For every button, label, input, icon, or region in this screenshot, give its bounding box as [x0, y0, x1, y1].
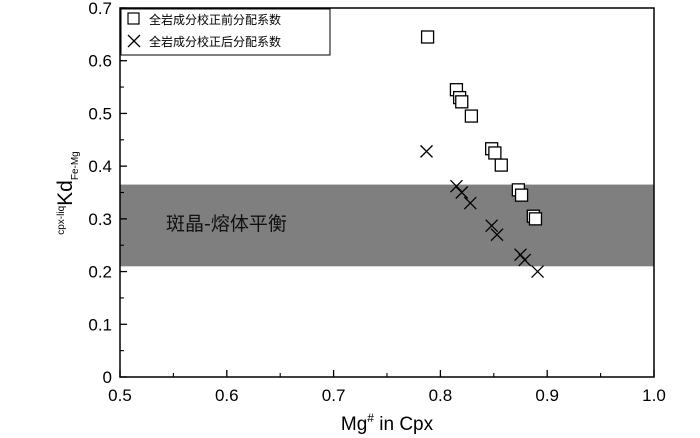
point-after-correction [490, 228, 504, 242]
point-before-correction [488, 146, 502, 160]
x-axis-title: Mg# in Cpx [341, 411, 434, 435]
y-tick-label: 0.2 [88, 263, 112, 282]
point-after-correction [455, 186, 469, 199]
point-before-correction [420, 30, 435, 44]
legend-box [120, 8, 331, 56]
x-tick-label: 0.6 [215, 386, 239, 405]
band-label: 斑晶-熔体平衡 [166, 213, 287, 235]
y-tick-label: 0.7 [88, 0, 112, 18]
x-tick-label: 0.7 [322, 386, 346, 405]
point-after-correction [485, 219, 499, 233]
point-before-correction [528, 212, 543, 226]
legend-marker-square [127, 12, 140, 25]
x-tick-label: 0.9 [535, 386, 559, 405]
point-before-correction [455, 95, 469, 109]
y-tick-label: 0.4 [88, 157, 112, 176]
point-after-correction [420, 144, 433, 158]
point-after-correction [518, 253, 532, 267]
plot-band [120, 184, 654, 267]
point-before-correction [494, 158, 508, 172]
point-after-correction [531, 265, 545, 279]
y-tick-label: 0.3 [88, 210, 112, 229]
legend: 全岩成分校正前分配系数 全岩成分校正后分配系数 [120, 8, 331, 56]
x-tick-label: 0.8 [429, 386, 453, 405]
point-after-correction [449, 179, 463, 193]
data-points [420, 30, 545, 279]
y-axis-title: cpx-liqKdFe-Mg [54, 151, 81, 235]
x-axis-ticks: 0.5 0.6 0.7 0.8 0.9 1.0 [108, 370, 666, 405]
y-tick-label: 0.1 [88, 315, 112, 334]
legend-label-before: 全岩成分校正前分配系数 [149, 12, 281, 27]
x-tick-label: 0.5 [108, 386, 132, 405]
point-after-correction [463, 196, 477, 210]
y-tick-label: 0.6 [88, 52, 112, 71]
point-before-correction [464, 109, 479, 123]
legend-label-after: 全岩成分校正后分配系数 [149, 34, 281, 49]
legend-marker-x [127, 34, 141, 48]
y-axis-ticks: 0 0.1 0.2 0.3 0.4 0.5 0.6 0.7 [88, 0, 127, 387]
point-after-correction [514, 248, 527, 262]
y-tick-label: 0 [103, 368, 112, 387]
y-tick-label: 0.5 [88, 104, 112, 123]
point-before-correction [514, 188, 529, 202]
x-tick-label: 1.0 [642, 386, 666, 405]
